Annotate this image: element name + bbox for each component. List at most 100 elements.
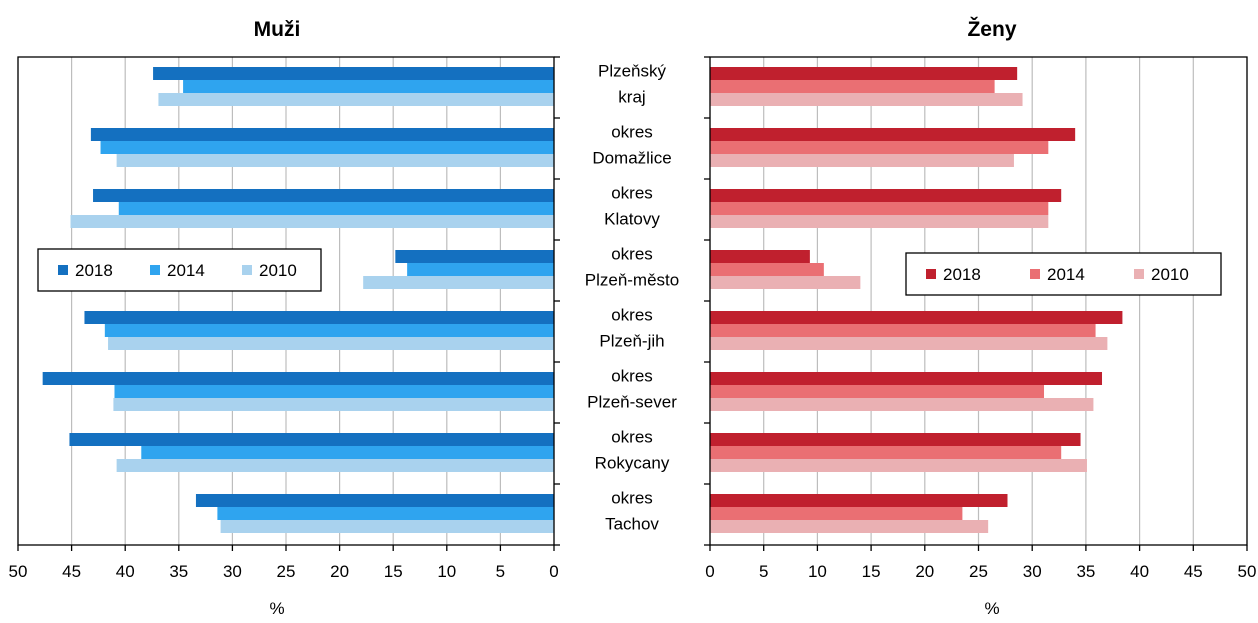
bar-2014-3 <box>710 263 824 276</box>
bar-2014-7 <box>217 507 554 520</box>
category-label: okres Plzeň-sever <box>587 367 677 412</box>
bar-2018-3 <box>710 250 810 263</box>
bar-2014-0 <box>710 80 995 93</box>
category-label-line: Plzeň-sever <box>587 393 677 412</box>
category-label: okres Tachov <box>605 489 659 534</box>
legend-label: 2018 <box>943 265 981 284</box>
legend-label: 2014 <box>167 261 205 280</box>
category-label: okres Plzeň-město <box>585 245 679 290</box>
category-label-line: okres <box>611 123 653 142</box>
bar-2018-0 <box>710 67 1018 80</box>
tick-label: 10 <box>808 562 827 581</box>
tick-label: 50 <box>9 562 28 581</box>
tick-label: 45 <box>1184 562 1203 581</box>
bar-2018-0 <box>153 67 554 80</box>
category-label-line: Plzeň-jih <box>599 332 664 351</box>
bar-2010-5 <box>113 398 555 411</box>
tick-label: 20 <box>330 562 349 581</box>
tick-label: 15 <box>862 562 881 581</box>
bar-2010-1 <box>710 154 1014 167</box>
bar-2018-4 <box>710 311 1123 324</box>
tick-label: 20 <box>915 562 934 581</box>
x-axis-label: % <box>269 599 284 618</box>
legend-label: 2018 <box>75 261 113 280</box>
category-label-line: Plzeňský <box>598 62 667 81</box>
category-label-line: Rokycany <box>595 454 670 473</box>
bar-2014-4 <box>710 324 1096 337</box>
tick-label: 50 <box>1238 562 1257 581</box>
tick-label: 40 <box>1130 562 1149 581</box>
panel-title: Muži <box>254 18 301 41</box>
tick-label: 35 <box>169 562 188 581</box>
category-label-line: okres <box>611 428 653 447</box>
bar-2014-0 <box>183 80 554 93</box>
bar-2010-7 <box>220 520 554 533</box>
bar-2010-2 <box>710 215 1049 228</box>
panel-women: Ženy 0 5 10 15 20 25 30 35 40 45 50% 2018 2014 2010 <box>704 17 1256 618</box>
legend-box <box>905 252 1222 296</box>
tick-label: 10 <box>437 562 456 581</box>
bar-2014-6 <box>710 446 1062 459</box>
bar-2014-5 <box>710 385 1045 398</box>
bar-2014-1 <box>710 141 1049 154</box>
category-label: okres Rokycany <box>595 428 670 473</box>
bar-2010-3 <box>363 276 554 289</box>
category-label: okres Domažlice <box>592 123 671 168</box>
bar-2018-3 <box>395 250 554 263</box>
category-label: okres Klatovy <box>604 184 660 229</box>
bar-2018-5 <box>710 372 1103 385</box>
tick-label: 40 <box>116 562 135 581</box>
bar-2018-1 <box>90 128 554 141</box>
legend-label: 2014 <box>1047 265 1085 284</box>
legend-swatch-2014 <box>1030 269 1040 279</box>
category-label-line: okres <box>611 306 653 325</box>
legend-swatch-2010 <box>1134 269 1144 279</box>
bar-2010-0 <box>158 93 554 106</box>
category-label-line: Domažlice <box>592 149 671 168</box>
bar-2014-2 <box>118 202 554 215</box>
tick-label: 25 <box>969 562 988 581</box>
category-label-line: okres <box>611 367 653 386</box>
category-label-line: Klatovy <box>604 210 660 229</box>
bar-2014-1 <box>100 141 554 154</box>
tick-label: 25 <box>277 562 296 581</box>
bar-2018-4 <box>84 311 555 324</box>
category-label-line: okres <box>611 489 653 508</box>
bar-2014-7 <box>710 507 963 520</box>
category-label-line: okres <box>611 184 653 203</box>
legend-swatch-2018 <box>926 269 936 279</box>
legend-label: 2010 <box>1151 265 1189 284</box>
bar-2018-5 <box>42 372 554 385</box>
bar-2014-6 <box>141 446 554 459</box>
bar-2018-6 <box>710 433 1081 446</box>
tick-label: 30 <box>223 562 242 581</box>
category-label-line: kraj <box>618 88 645 107</box>
bar-2010-1 <box>116 154 555 167</box>
legend: 2018 2014 2010 <box>37 248 322 292</box>
tick-label: 15 <box>384 562 403 581</box>
bar-2010-7 <box>710 520 989 533</box>
panel-title: Ženy <box>967 17 1016 41</box>
bar-2018-2 <box>710 189 1062 202</box>
tick-label: 35 <box>1076 562 1095 581</box>
tick-label: 45 <box>62 562 81 581</box>
x-axis-label: % <box>984 599 999 618</box>
category-label-line: Plzeň-město <box>585 271 679 290</box>
category-label: Plzeňský kraj <box>598 62 667 107</box>
bar-2010-6 <box>116 459 555 472</box>
bar-2014-3 <box>407 263 554 276</box>
bar-2010-5 <box>710 398 1094 411</box>
tick-label: 0 <box>705 562 714 581</box>
legend-box <box>37 248 322 292</box>
tick-label: 0 <box>549 562 558 581</box>
legend-swatch-2010 <box>242 265 252 275</box>
bar-2010-0 <box>710 93 1023 106</box>
bar-2010-6 <box>710 459 1087 472</box>
bar-2010-2 <box>70 215 554 228</box>
bar-2014-4 <box>104 324 554 337</box>
bar-2018-7 <box>710 494 1008 507</box>
tick-label: 5 <box>496 562 505 581</box>
legend-swatch-2018 <box>58 265 68 275</box>
